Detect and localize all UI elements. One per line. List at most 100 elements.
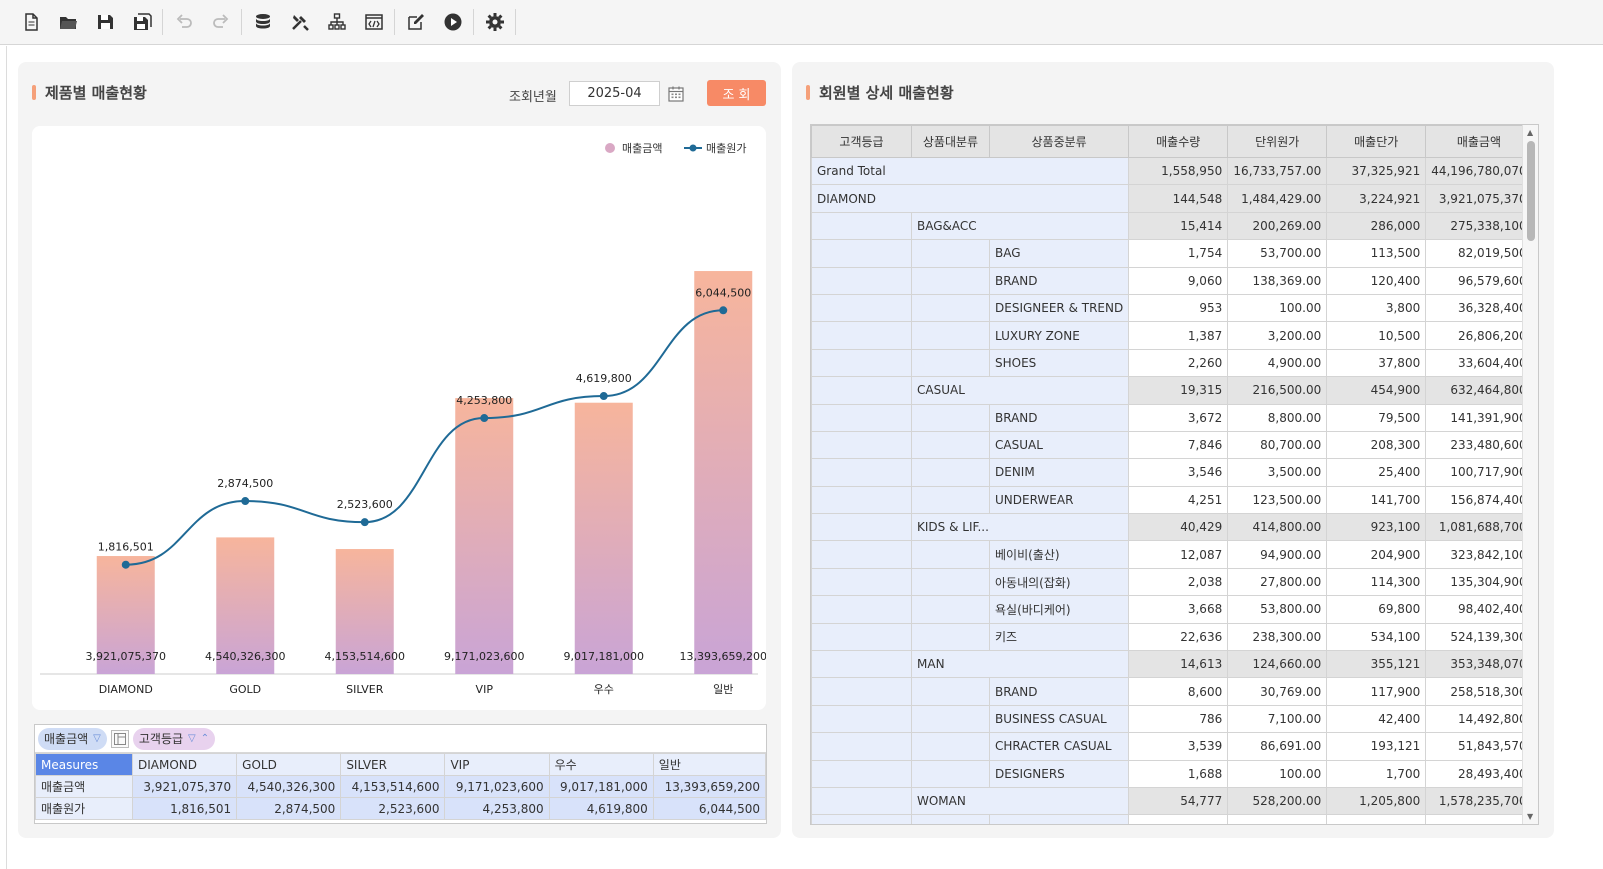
- grid-row[interactable]: Grand Total 1,558,950 16,733,757.00 37,325,…: [811, 156, 1533, 186]
- grid-row[interactable]: BUSINESS CASUAL 786 7,100.00 42,400 14,492,8…: [811, 704, 1533, 734]
- grid-row[interactable]: CASUAL 7,846 80,700.00 208,300 233,480,600: [811, 430, 1533, 460]
- grid-cell-value: 3,800: [1326, 293, 1427, 323]
- data-field-chip[interactable]: 매출금액 ▽: [38, 727, 107, 750]
- grid-row[interactable]: 아동내의(잡화) 2,038 27,800.00 114,300 135,304,900: [811, 567, 1533, 597]
- grid-row[interactable]: 키즈 22,636 238,300.00 534,100 524,139,300: [811, 622, 1533, 652]
- pivot-row-header[interactable]: 매출원가: [35, 797, 133, 820]
- filter-icon[interactable]: ▽: [188, 733, 196, 744]
- pivot-cell[interactable]: 4,540,326,300: [236, 775, 342, 798]
- pivot-column-header[interactable]: SILVER: [340, 753, 446, 776]
- grid-cell-value: 44,196,780,070: [1425, 156, 1533, 186]
- open-folder-button[interactable]: [49, 2, 86, 42]
- grid-cell-value: 37,325,921: [1326, 156, 1427, 186]
- filter-icon[interactable]: ▽: [93, 733, 101, 744]
- grid-row[interactable]: KIDS & LIF... 40,429 414,800.00 923,100 1,08…: [811, 513, 1533, 542]
- grid-row[interactable]: BRAND 3,672 8,800.00 79,500 141,391,900: [811, 403, 1533, 432]
- grid-row[interactable]: SHOES 2,260 4,900.00 37,800 33,604,400: [811, 348, 1533, 378]
- new-file-button[interactable]: [12, 2, 49, 42]
- grid-column-header[interactable]: 매출금액: [1425, 125, 1533, 158]
- pivot-cell[interactable]: 6,044,500: [652, 797, 767, 820]
- scroll-thumb[interactable]: [1527, 141, 1535, 241]
- search-button[interactable]: 조 회: [707, 80, 766, 106]
- pivot-cell[interactable]: 1,816,501: [131, 797, 238, 820]
- edit-button[interactable]: [397, 2, 434, 42]
- measures-header[interactable]: Measures: [35, 753, 133, 776]
- pivot-cell[interactable]: 13,393,659,200: [652, 775, 767, 798]
- layout-icon[interactable]: [110, 729, 129, 748]
- database-button[interactable]: [244, 2, 281, 42]
- grid-cell-category: WOMAN: [910, 786, 1130, 816]
- grid-column-header[interactable]: 단위원가: [1227, 125, 1328, 158]
- grid-column-header[interactable]: 상품대분류: [911, 125, 990, 158]
- sort-up-icon[interactable]: ⌃: [200, 733, 210, 744]
- grid-cell-grade-span: [811, 704, 912, 734]
- grid-cell-subcategory: DESIGNERS: [988, 759, 1130, 788]
- sales-chart: 3,921,075,370 DIAMOND 4,540,326,300 GOLD 4,1…: [32, 126, 766, 710]
- grid-row[interactable]: DESIGNERS 1,688 100.00 1,700 28,493,400: [811, 759, 1533, 788]
- pivot-column-header[interactable]: 우수: [548, 753, 654, 776]
- pivot-column-header[interactable]: VIP: [444, 753, 550, 776]
- pivot-cell[interactable]: 3,921,075,370: [131, 775, 238, 798]
- pivot-row-header[interactable]: 매출금액: [35, 775, 133, 798]
- new-file-icon: [24, 13, 38, 31]
- save-as-button[interactable]: [123, 2, 160, 42]
- period-input[interactable]: [569, 81, 660, 106]
- grid-cell-value: 15,414: [1128, 211, 1229, 241]
- pivot-cell[interactable]: 4,253,800: [444, 797, 550, 820]
- grid-row[interactable]: CHRACTER CASUAL 3,539 86,691.00 193,121 51,8…: [811, 732, 1533, 761]
- hierarchy-button[interactable]: [318, 2, 355, 42]
- pivot-cell[interactable]: 9,017,181,000: [548, 775, 654, 798]
- grid-row[interactable]: LUXURY ZONE 1,387 3,200.00 10,500 26,806,200: [811, 321, 1533, 350]
- save-button[interactable]: [86, 2, 123, 42]
- grid-cell-category-span: [911, 540, 990, 569]
- tools-button[interactable]: [281, 2, 318, 42]
- grid-row[interactable]: BRAND 9,060 138,369.00 120,400 96,579,600: [811, 266, 1533, 295]
- grid-row[interactable]: BAG&ACC 15,414 200,269.00 286,000 275,338,10…: [811, 211, 1533, 241]
- grid-cell-value: 3,672: [1128, 403, 1229, 432]
- scroll-up-icon[interactable]: ▲: [1527, 128, 1534, 137]
- grid-cell-value: [1128, 814, 1229, 824]
- chart-canvas: 3,921,075,370 DIAMOND 4,540,326,300 GOLD 4,1…: [40, 142, 766, 696]
- grid-column-header[interactable]: 매출수량: [1128, 125, 1229, 158]
- undo-button[interactable]: [165, 2, 202, 42]
- grid-cell-subcategory: BRAND: [988, 677, 1130, 706]
- grid-row[interactable]: WOMAN 54,777 528,200.00 1,205,800 1,578,235,…: [811, 786, 1533, 816]
- database-icon: [255, 14, 270, 29]
- grid-row[interactable]: DENIM 3,546 3,500.00 25,400 100,717,900: [811, 458, 1533, 487]
- pivot-column-header[interactable]: DIAMOND: [131, 753, 238, 776]
- grid-cell-value: 8,800.00: [1227, 403, 1328, 432]
- play-button[interactable]: [434, 2, 471, 42]
- grid-row[interactable]: CASUAL 19,315 216,500.00 454,900 632,464,800: [811, 376, 1533, 405]
- vertical-scrollbar[interactable]: ▲ ▼: [1522, 125, 1538, 824]
- grid-column-header[interactable]: 매출단가: [1326, 125, 1427, 158]
- grid-row[interactable]: DIAMOND 144,548 1,484,429.00 3,224,921 3,921…: [811, 184, 1533, 213]
- pivot-cell[interactable]: 9,171,023,600: [444, 775, 550, 798]
- grid-row[interactable]: BAG 1,754 53,700.00 113,500 82,019,500: [811, 239, 1533, 268]
- pivot-cell[interactable]: 2,874,500: [236, 797, 342, 820]
- pivot-cell[interactable]: 4,619,800: [548, 797, 654, 820]
- grid-cell-value: 80,700.00: [1227, 430, 1328, 460]
- grid-row[interactable]: BRAND 8,600 30,769.00 117,900 258,518,300: [811, 677, 1533, 706]
- calendar-icon[interactable]: [665, 81, 687, 106]
- column-field-chip[interactable]: 고객등급 ▽ ⌃: [132, 727, 216, 750]
- grid-column-header[interactable]: 상품중분류: [988, 125, 1130, 158]
- grid-row[interactable]: MAN 14,613 124,660.00 355,121 353,348,070: [811, 650, 1533, 679]
- code-window-button[interactable]: [355, 2, 392, 42]
- scroll-down-icon[interactable]: ▼: [1527, 812, 1534, 821]
- pivot-column-header[interactable]: GOLD: [236, 753, 342, 776]
- grid-cell-grade-span: [811, 595, 912, 624]
- grid-column-header[interactable]: 고객등급: [811, 125, 912, 158]
- grid-cell-subcategory: 베이비(출산): [988, 540, 1130, 569]
- toolbar-separator: [473, 9, 474, 35]
- grid-row[interactable]: UNDERWEAR 4,251 123,500.00 141,700 156,874,4…: [811, 485, 1533, 515]
- redo-button[interactable]: [202, 2, 239, 42]
- grid-row[interactable]: 욕실(바디케어) 3,668 53,800.00 69,800 98,402,400: [811, 595, 1533, 624]
- pivot-cell[interactable]: 4,153,514,600: [340, 775, 446, 798]
- grid-row[interactable]: [811, 814, 1533, 824]
- pivot-cell[interactable]: 2,523,600: [340, 797, 446, 820]
- grid-row[interactable]: 베이비(출산) 12,087 94,900.00 204,900 323,842,100: [811, 540, 1533, 569]
- settings-button[interactable]: [476, 2, 513, 42]
- pivot-column-header[interactable]: 일반: [652, 753, 767, 776]
- grid-cell-grade-span: [811, 458, 912, 487]
- grid-row[interactable]: DESIGNEER & TREND 953 100.00 3,800 36,328,40…: [811, 293, 1533, 323]
